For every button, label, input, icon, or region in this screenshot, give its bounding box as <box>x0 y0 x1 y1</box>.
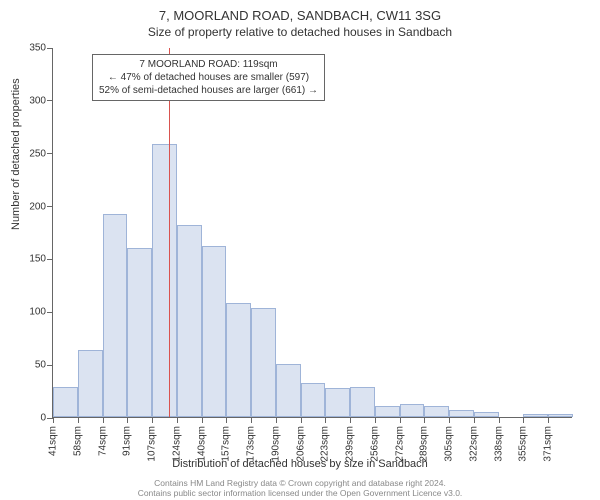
x-tick <box>350 417 351 423</box>
histogram-bar <box>251 308 276 417</box>
x-tick-label: 124sqm <box>171 426 182 462</box>
x-tick <box>548 417 549 423</box>
histogram-bar <box>127 248 152 417</box>
x-tick <box>127 417 128 423</box>
plot-region: 05010015020025030035041sqm58sqm74sqm91sq… <box>52 48 572 418</box>
x-tick-label: 41sqm <box>48 426 59 456</box>
x-tick <box>177 417 178 423</box>
footer-copyright: Contains HM Land Registry data © Crown c… <box>0 478 600 488</box>
histogram-bar <box>325 388 350 417</box>
histogram-bar <box>375 406 400 417</box>
x-tick <box>325 417 326 423</box>
x-tick-label: 107sqm <box>147 426 158 462</box>
chart-footer: Contains HM Land Registry data © Crown c… <box>0 478 600 498</box>
histogram-bar <box>152 144 177 417</box>
y-tick <box>47 365 53 366</box>
y-tick <box>47 312 53 313</box>
histogram-bar <box>276 364 301 417</box>
x-tick <box>523 417 524 423</box>
property-marker-line <box>169 48 170 417</box>
info-line-smaller: ← 47% of detached houses are smaller (59… <box>99 71 318 84</box>
x-tick-label: 190sqm <box>270 426 281 462</box>
x-tick <box>449 417 450 423</box>
x-tick-label: 206sqm <box>295 426 306 462</box>
histogram-bar <box>53 387 78 417</box>
x-tick <box>53 417 54 423</box>
y-tick <box>47 48 53 49</box>
x-tick-label: 173sqm <box>246 426 257 462</box>
info-line-size: 7 MOORLAND ROAD: 119sqm <box>99 58 318 71</box>
footer-licence: Contains public sector information licen… <box>0 488 600 498</box>
y-tick-label: 100 <box>16 307 46 318</box>
x-tick-label: 140sqm <box>196 426 207 462</box>
x-tick <box>103 417 104 423</box>
x-tick-label: 272sqm <box>394 426 405 462</box>
x-tick <box>400 417 401 423</box>
property-info-box: 7 MOORLAND ROAD: 119sqm ← 47% of detache… <box>92 54 325 101</box>
x-tick <box>152 417 153 423</box>
chart-plot-area: 05010015020025030035041sqm58sqm74sqm91sq… <box>52 48 572 418</box>
chart-title-main: 7, MOORLAND ROAD, SANDBACH, CW11 3SG <box>0 0 600 23</box>
x-tick <box>226 417 227 423</box>
x-tick <box>474 417 475 423</box>
x-axis-label: Distribution of detached houses by size … <box>0 458 600 470</box>
info-line-larger: 52% of semi-detached houses are larger (… <box>99 84 318 97</box>
histogram-bar <box>301 383 326 417</box>
y-tick-label: 150 <box>16 254 46 265</box>
y-tick <box>47 153 53 154</box>
x-tick-label: 239sqm <box>345 426 356 462</box>
histogram-bar <box>177 225 202 417</box>
histogram-bar <box>202 246 227 417</box>
y-tick-label: 50 <box>16 360 46 371</box>
x-tick <box>276 417 277 423</box>
x-tick-label: 305sqm <box>444 426 455 462</box>
x-tick-label: 355sqm <box>518 426 529 462</box>
histogram-bar <box>226 303 251 417</box>
histogram-bar <box>78 350 103 417</box>
histogram-bar <box>103 214 128 417</box>
y-tick-label: 350 <box>16 43 46 54</box>
x-tick <box>375 417 376 423</box>
y-tick <box>47 259 53 260</box>
x-tick-label: 157sqm <box>221 426 232 462</box>
chart-title-sub: Size of property relative to detached ho… <box>0 23 600 39</box>
histogram-bar <box>424 406 449 417</box>
x-tick <box>251 417 252 423</box>
x-tick-label: 74sqm <box>97 426 108 456</box>
x-tick-label: 223sqm <box>320 426 331 462</box>
x-tick-label: 338sqm <box>493 426 504 462</box>
histogram-bar <box>523 414 548 417</box>
x-tick-label: 289sqm <box>419 426 430 462</box>
x-tick <box>78 417 79 423</box>
x-tick-label: 91sqm <box>122 426 133 456</box>
histogram-bar <box>350 387 375 417</box>
x-tick-label: 371sqm <box>543 426 554 462</box>
y-tick-label: 250 <box>16 148 46 159</box>
x-tick <box>202 417 203 423</box>
y-tick <box>47 206 53 207</box>
histogram-bar <box>400 404 425 417</box>
x-tick-label: 322sqm <box>468 426 479 462</box>
x-tick-label: 256sqm <box>369 426 380 462</box>
y-tick-label: 0 <box>16 413 46 424</box>
histogram-bar <box>474 412 499 417</box>
y-tick-label: 200 <box>16 201 46 212</box>
x-tick <box>424 417 425 423</box>
y-tick-label: 300 <box>16 95 46 106</box>
x-tick <box>499 417 500 423</box>
x-tick <box>301 417 302 423</box>
x-tick-label: 58sqm <box>72 426 83 456</box>
histogram-bar <box>548 414 573 417</box>
histogram-bar <box>449 410 474 417</box>
y-tick <box>47 100 53 101</box>
